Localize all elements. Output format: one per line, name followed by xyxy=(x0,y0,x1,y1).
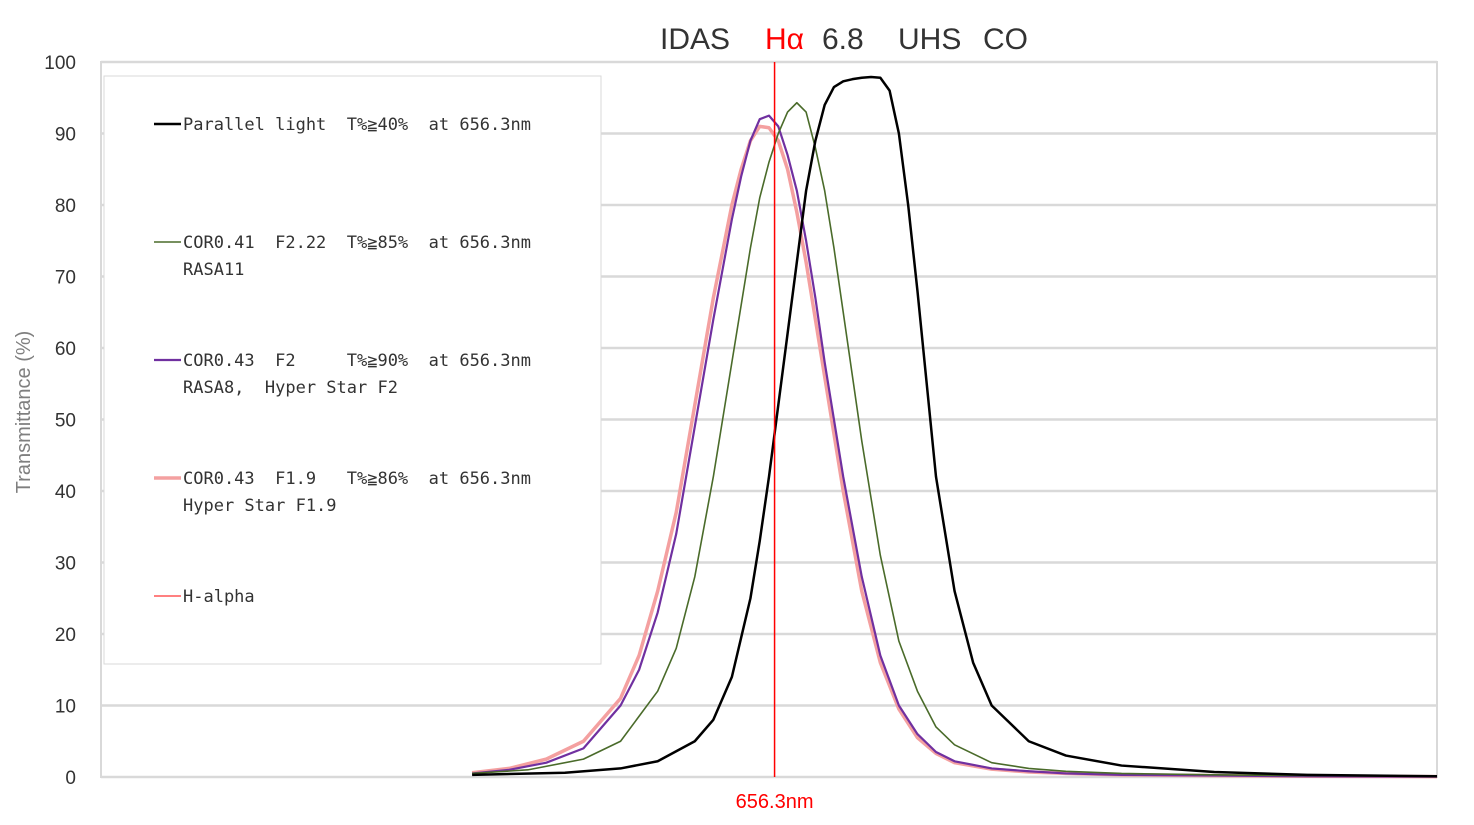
title-part-co: CO xyxy=(983,23,1028,56)
legend-sublabel: RASA8, Hyper Star F2 xyxy=(183,378,398,398)
y-tick-label: 60 xyxy=(55,339,76,360)
y-tick-label: 90 xyxy=(55,125,76,146)
y-tick-label: 40 xyxy=(55,482,76,503)
series-layer xyxy=(471,75,1438,779)
legend-label: COR0.43 F2 T%≧90% at 656.3nm xyxy=(183,351,531,371)
series-line xyxy=(472,75,1438,778)
title-part-uhs: UHS xyxy=(898,23,961,56)
legend-sublabel: Hyper Star F1.9 xyxy=(183,496,337,516)
y-tick-label: 20 xyxy=(55,625,76,646)
h-alpha-marker-label: 656.3nm xyxy=(736,791,814,813)
legend-label: Parallel light T%≧40% at 656.3nm xyxy=(183,115,531,135)
y-axis-ticks: 0 10 20 30 40 50 60 70 80 90 100 xyxy=(44,53,76,789)
legend-box xyxy=(103,75,602,665)
legend-label: H-alpha xyxy=(183,587,255,607)
series-line xyxy=(472,101,1438,778)
series-line xyxy=(472,114,1438,778)
y-tick-label: 100 xyxy=(44,53,76,74)
legend-sublabel: RASA11 xyxy=(183,260,244,280)
y-tick-label: 30 xyxy=(55,554,76,575)
y-tick-label: 80 xyxy=(55,196,76,217)
legend: Parallel light T%≧40% at 656.3nm COR0.41 … xyxy=(103,75,602,665)
y-tick-label: 10 xyxy=(55,697,76,718)
legend-label: COR0.43 F1.9 T%≧86% at 656.3nm xyxy=(183,469,531,489)
legend-label: COR0.41 F2.22 T%≧85% at 656.3nm xyxy=(183,233,531,253)
title-part-halpha: Hα xyxy=(765,23,804,56)
y-tick-label: 50 xyxy=(55,411,76,432)
legend-items: Parallel light T%≧40% at 656.3nm COR0.41 … xyxy=(154,115,531,607)
y-tick-label: 0 xyxy=(65,768,76,789)
chart-title: IDAS Hα 6.8 UHS CO xyxy=(660,23,1028,56)
title-part-idas: IDAS xyxy=(660,23,730,56)
y-axis-label: Transmittance (%) xyxy=(13,331,35,494)
title-part-bandwidth: 6.8 xyxy=(822,23,864,56)
y-tick-label: 70 xyxy=(55,268,76,289)
